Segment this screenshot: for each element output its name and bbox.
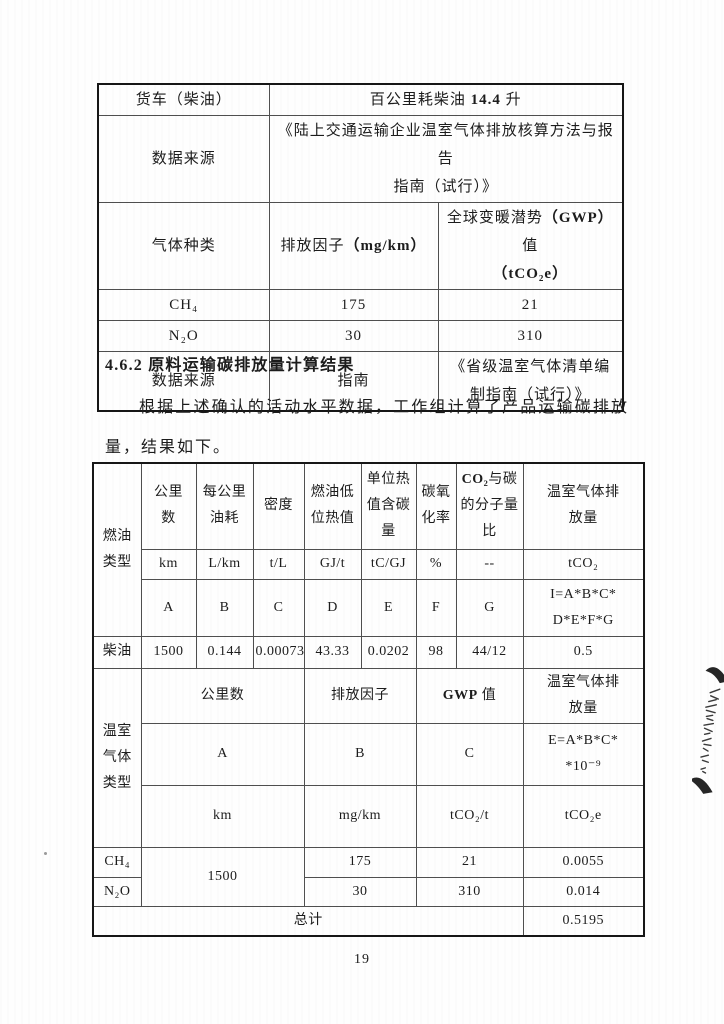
t2-factor-a: A [140,578,197,637]
t2-h-density: 密度 [252,462,305,550]
t2-factor-d: D [303,578,362,637]
t2-s2-ef-header: 排放因子 [303,667,417,724]
t1-gas-type-header: 气体种类 [97,202,270,290]
t2-diesel-oxidation: 98 [415,635,457,669]
t1-gwp-header-tail: 值 [522,238,539,254]
t2-ch4-ghg: 0.0055 [522,846,645,878]
t2-factor-e: E [360,578,417,637]
t1-source2-label: 数据来源 [97,351,270,412]
t2-diesel-distance: 1500 [140,635,197,669]
t2-s2-unit-ghg: tCO₂e [522,784,645,848]
t2-h-fuel-per-km: 每公里 油耗 [195,462,254,550]
t2-ch4-name: CH₄ [92,846,142,878]
t2-h-oxidation-rate: 碳氧 化率 [415,462,457,550]
section-heading: 4.6.2 原料运输碳排放量计算结果 [105,357,355,374]
t2-s2-gwp-header: GWP 值 [415,667,524,724]
t1-ef-header-unit: （mg/km） [344,238,427,254]
page-number: 19 [354,952,370,967]
t2-s2-factor-b: B [303,722,417,786]
t1-source2-gwp: 《省级温室气体清单编 制指南（试行）》 [437,351,624,412]
t2-diesel-ghg: 0.5 [522,635,645,669]
t1-gwp-header-unit: （tCO₂e） [492,266,569,282]
t2-factor-f: F [415,578,457,637]
t2-n2o-ef: 30 [303,876,417,907]
t1-ch4-ef: 175 [268,289,439,321]
scan-speck [44,852,47,855]
t2-s2-ghg-header: 温室气体排 放量 [522,667,645,724]
t2-ch4-ef: 175 [303,846,417,878]
t2-fuel-type-header: 燃油 类型 [92,462,142,637]
t1-gwp-header-abbr: （GWP） [542,210,614,226]
t2-diesel-density: 0.00073 [252,635,305,669]
t1-source-label: 数据来源 [97,115,270,203]
t2-s2-distance-header: 公里数 [140,667,305,724]
t1-source2-ef: 指南 [268,351,439,412]
t2-n2o-name: N₂O [92,876,142,907]
t2-factor-formula: I=A*B*C* D*E*F*G [522,578,645,637]
t2-s2-unit-ef: mg/km [303,784,417,848]
t2-s2-unit-distance: km [140,784,305,848]
t1-ch4-gwp: 21 [437,289,624,321]
t1-consumption-number: 14.4 [470,92,501,108]
t2-diesel-name: 柴油 [92,635,142,669]
t2-factor-c: C [252,578,305,637]
t2-h-ncv: 燃油低 位热值 [303,462,362,550]
t2-total-label: 总计 [92,905,524,937]
t1-consumption-suffix: 升 [500,92,522,108]
t1-vehicle-label: 货车（柴油） [97,83,270,116]
t2-h-distance: 公里 数 [140,462,197,550]
t2-shared-distance: 1500 [140,846,305,907]
t2-u-distance: km [140,548,197,580]
t1-source-value: 《陆上交通运输企业温室气体排放核算方法与报告 指南（试行）》 [268,115,624,203]
t2-total-value: 0.5195 [522,905,645,937]
t1-gwp-header-name: 全球变暖潜势 [446,210,543,226]
handwritten-annotation-icon [692,667,724,794]
t2-u-density: t/L [252,548,305,580]
t2-n2o-gwp: 310 [415,876,524,907]
t2-s2-unit-gwp: tCO₂/t [415,784,524,848]
t1-n2o-name: N₂O [97,320,270,352]
t2-h-co2-bold: CO₂ [461,472,489,488]
t2-h-co2-rest: 与碳 的分子量 比 [460,472,519,540]
t2-diesel-co2-ratio: 44/12 [455,635,524,669]
t2-u-co2-ratio: -- [455,548,524,580]
t2-ch4-gwp: 21 [415,846,524,878]
t2-s2-factor-c: C [415,722,524,786]
t2-h-ghg-emission: 温室气体排 放量 [522,462,645,550]
body-paragraph: 根据上述确认的活动水平数据，工作组计算了产品运输碳排放量，结果如下。 [105,399,629,456]
t2-u-ncv: GJ/t [303,548,362,580]
transport-emission-result-table: 燃油 类型 公里 数 每公里 油耗 密度 燃油低 位热值 单位热 值含碳 量 碳… [92,462,645,937]
t2-u-carbon-content: tC/GJ [360,548,417,580]
t1-ch4-name: CH₄ [97,289,270,321]
t2-u-fuel-per-km: L/km [195,548,254,580]
t2-u-oxidation: % [415,548,457,580]
t2-factor-b: B [195,578,254,637]
t2-h-carbon-content: 单位热 值含碳 量 [360,462,417,550]
vehicle-fuel-table: 货车（柴油） 百公里耗柴油 14.4 升 数据来源 《陆上交通运输企业温室气体排… [97,83,624,412]
t1-ef-header: 排放因子（mg/km） [268,202,439,290]
t2-s2-gwp-abbr: GWP [442,687,478,703]
t2-s2-factor-a: A [140,722,305,786]
t2-factor-g: G [455,578,524,637]
t2-ghg-type-header: 温室 气体 类型 [92,667,142,848]
t1-n2o-ef: 30 [268,320,439,352]
t1-ef-header-name: 排放因子 [280,238,345,254]
t2-u-ghg: tCO₂ [522,548,645,580]
t1-vehicle-consumption: 百公里耗柴油 14.4 升 [268,83,624,116]
t2-s2-gwp-tail: 值 [477,687,497,703]
t2-diesel-carbon-content: 0.0202 [360,635,417,669]
t1-gwp-header: 全球变暖潜势（GWP）值 （tCO₂e） [437,202,624,290]
t2-h-co2-carbon-ratio: CO₂与碳 的分子量 比 [455,462,524,550]
t1-n2o-gwp: 310 [437,320,624,352]
t2-diesel-fuel-per-km: 0.144 [195,635,254,669]
t2-s2-formula: E=A*B*C* *10⁻⁹ [522,722,645,786]
t2-n2o-ghg: 0.014 [522,876,645,907]
t1-consumption-prefix: 百公里耗柴油 [369,92,471,108]
t2-diesel-ncv: 43.33 [303,635,362,669]
